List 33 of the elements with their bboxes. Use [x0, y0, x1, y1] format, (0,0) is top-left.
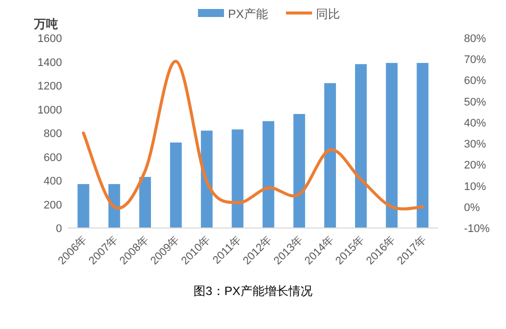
y-tick-label: 0 [56, 223, 62, 235]
bar [355, 64, 367, 228]
bar [386, 62, 398, 228]
bar [170, 142, 182, 228]
text: 图3：PX产能增长情况 [194, 284, 312, 298]
y-tick-label: 1000 [38, 104, 62, 116]
bar [262, 121, 274, 228]
y2-tick-label: 50% [464, 96, 486, 108]
y2-tick-label: 80% [464, 33, 486, 45]
y2-tick-label: 40% [464, 117, 486, 130]
y2-tick-label: 30% [464, 138, 486, 151]
bar [416, 62, 428, 228]
y-tick-label: 800 [44, 128, 62, 140]
y2-tick-label: 0% [464, 202, 480, 214]
y2-tick-label: 20% [464, 160, 486, 172]
bar [139, 176, 151, 228]
legend-label: PX产能 [228, 7, 268, 21]
y-axis-title: 万吨 [33, 17, 58, 31]
y-tick-label: 1600 [38, 33, 62, 45]
y2-tick-label: 60% [464, 75, 486, 88]
bar [232, 129, 244, 228]
y-tick-label: 200 [44, 199, 62, 212]
y-tick-label: 400 [44, 176, 62, 188]
bar [78, 184, 90, 228]
bar [324, 83, 336, 228]
y-tick-label: 1200 [38, 80, 62, 92]
y2-tick-label: 70% [464, 54, 486, 66]
y2-tick-label: -10% [464, 223, 490, 235]
y-tick-label: 600 [44, 152, 62, 164]
bar [293, 114, 306, 228]
y-tick-label: 1400 [38, 56, 62, 69]
legend-label: 同比 [316, 7, 340, 21]
y2-tick-label: 10% [464, 180, 486, 193]
